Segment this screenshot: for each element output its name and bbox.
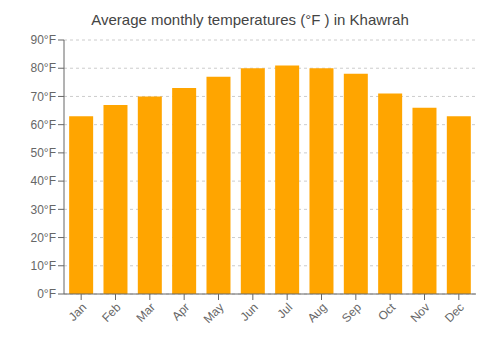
svg-text:10°F: 10°F <box>31 259 56 273</box>
svg-text:Apr: Apr <box>169 300 192 323</box>
html-text:Average monthly temperatures (: Average monthly temperatures (°F ) in Kh… <box>91 11 409 28</box>
svg-text:Mar: Mar <box>133 300 158 325</box>
svg-text:Dec: Dec <box>442 300 467 325</box>
svg-text:80°F: 80°F <box>31 61 56 75</box>
svg-text:60°F: 60°F <box>31 118 56 132</box>
svg-text:70°F: 70°F <box>31 90 56 104</box>
svg-text:40°F: 40°F <box>31 174 56 188</box>
svg-text:0°F: 0°F <box>37 287 56 301</box>
svg-text:Jun: Jun <box>237 300 261 324</box>
svg-text:Oct: Oct <box>375 300 399 324</box>
svg-text:Sep: Sep <box>339 300 364 325</box>
svg-text:Aug: Aug <box>305 300 330 325</box>
svg-text:90°F: 90°F <box>31 33 56 47</box>
svg-text:Nov: Nov <box>408 300 433 325</box>
svg-text:20°F: 20°F <box>31 231 56 245</box>
svg-text:Feb: Feb <box>99 300 124 325</box>
svg-text:May: May <box>201 300 227 326</box>
svg-text:Jan: Jan <box>66 300 90 324</box>
svg-text:50°F: 50°F <box>31 146 56 160</box>
svg-text:Jul: Jul <box>275 300 296 321</box>
svg-text:30°F: 30°F <box>31 203 56 217</box>
